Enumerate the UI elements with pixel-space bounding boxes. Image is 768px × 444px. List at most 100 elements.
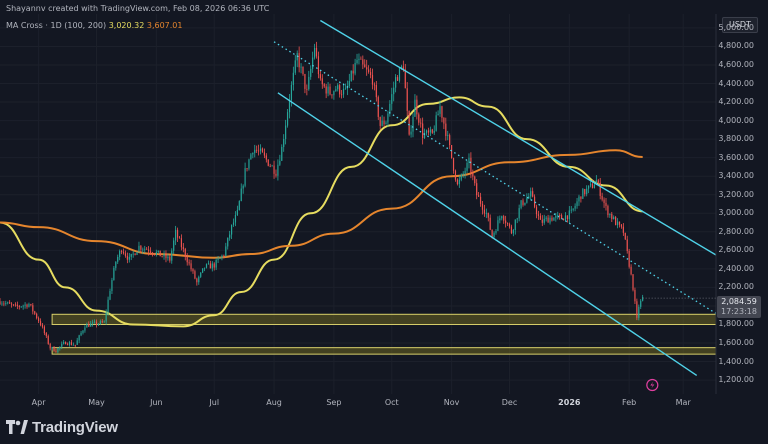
y-tick-label: 3,400.00	[718, 171, 754, 181]
candle-up	[99, 321, 101, 324]
candle-down	[122, 251, 125, 254]
candle-down	[246, 168, 248, 169]
candle-down	[451, 145, 453, 158]
candle-up	[545, 217, 547, 219]
candle-up	[221, 255, 223, 258]
candle-up	[391, 94, 393, 104]
candle-down	[591, 183, 594, 189]
candle-up	[259, 148, 262, 151]
candle-down	[304, 74, 306, 89]
candle-up	[105, 312, 107, 322]
candle-up	[400, 66, 403, 68]
candle-up	[292, 72, 294, 85]
candle-up	[344, 88, 347, 90]
candle-down	[88, 324, 90, 327]
candle-down	[622, 226, 624, 233]
indicator-legend[interactable]: MA Cross · 1D (100, 200) 3,020.32 3,607.…	[6, 21, 182, 30]
candle-up	[277, 164, 279, 176]
candle-up	[589, 183, 592, 186]
candle-down	[188, 262, 190, 264]
candle-up	[439, 106, 441, 114]
candle-up	[248, 159, 250, 169]
candle-up	[132, 253, 134, 255]
candle-down	[261, 148, 264, 153]
candle-up	[244, 168, 246, 186]
candle-up	[20, 306, 22, 308]
y-tick-label: 1,400.00	[718, 356, 754, 366]
candle-down	[535, 206, 538, 215]
candle-up	[576, 201, 578, 207]
candle-down	[124, 253, 127, 256]
candle-down	[65, 342, 67, 345]
candle-down	[510, 226, 513, 234]
candle-down	[306, 88, 308, 90]
candle-down	[562, 218, 565, 221]
gridlines	[0, 14, 716, 394]
candle-up	[207, 263, 210, 265]
candle-up	[5, 303, 7, 304]
y-tick-label: 1,200.00	[718, 375, 754, 385]
candle-up	[425, 130, 428, 134]
candle-down	[472, 172, 474, 177]
candle-down	[404, 69, 406, 89]
alert-icon[interactable]	[646, 378, 659, 392]
y-tick-label: 1,600.00	[718, 338, 754, 348]
candle-up	[107, 299, 109, 313]
candle-down	[539, 215, 541, 220]
candle-down	[402, 66, 404, 70]
candle-down	[603, 199, 605, 203]
candle-up	[609, 213, 611, 216]
candle-up	[80, 332, 82, 336]
candle-up	[393, 87, 395, 95]
tradingview-logo[interactable]: TradingView	[6, 418, 118, 436]
candle-up	[437, 113, 439, 116]
candle-up	[358, 58, 360, 60]
candle-down	[66, 344, 69, 346]
candle-up	[348, 81, 350, 86]
candle-up	[549, 217, 551, 223]
candle-up	[310, 68, 312, 77]
candle-down	[140, 245, 142, 250]
x-tick-label: May	[88, 398, 105, 407]
candle-down	[422, 123, 424, 139]
candle-down	[396, 77, 399, 81]
y-tick-label: 2,600.00	[718, 245, 754, 255]
candle-up	[113, 267, 115, 281]
candle-up	[286, 112, 289, 126]
candle-up	[82, 330, 84, 333]
candle-up	[130, 253, 132, 257]
candle-down	[196, 278, 198, 283]
candle-down	[452, 157, 455, 171]
candle-up	[642, 296, 644, 301]
candle-up	[458, 179, 460, 185]
candle-up	[76, 340, 78, 345]
candle-down	[159, 250, 161, 257]
brand-name: TradingView	[32, 418, 118, 436]
candle-up	[593, 185, 596, 189]
y-tick-label: 5,000.00	[718, 22, 754, 32]
candle-up	[171, 250, 173, 261]
candle-down	[478, 195, 480, 197]
candle-down	[369, 72, 372, 76]
candle-down	[377, 97, 379, 117]
tradingview-logo-icon	[6, 420, 28, 434]
candle-down	[47, 336, 49, 344]
candle-down	[566, 215, 568, 220]
candle-down	[618, 221, 621, 225]
candle-down	[265, 155, 267, 160]
candle-up	[68, 342, 71, 345]
candle-down	[360, 58, 362, 60]
candle-up	[200, 272, 202, 277]
candle-up	[387, 113, 389, 123]
candle-up	[86, 324, 88, 328]
quote-unit-badge[interactable]: USDT	[722, 17, 758, 33]
ma100-value: 3,020.32	[108, 21, 145, 30]
candle-down	[366, 67, 368, 70]
candle-up	[300, 66, 302, 68]
candle-up	[215, 259, 217, 268]
candle-down	[49, 343, 51, 349]
candle-down	[45, 333, 47, 337]
candle-down	[169, 256, 171, 261]
